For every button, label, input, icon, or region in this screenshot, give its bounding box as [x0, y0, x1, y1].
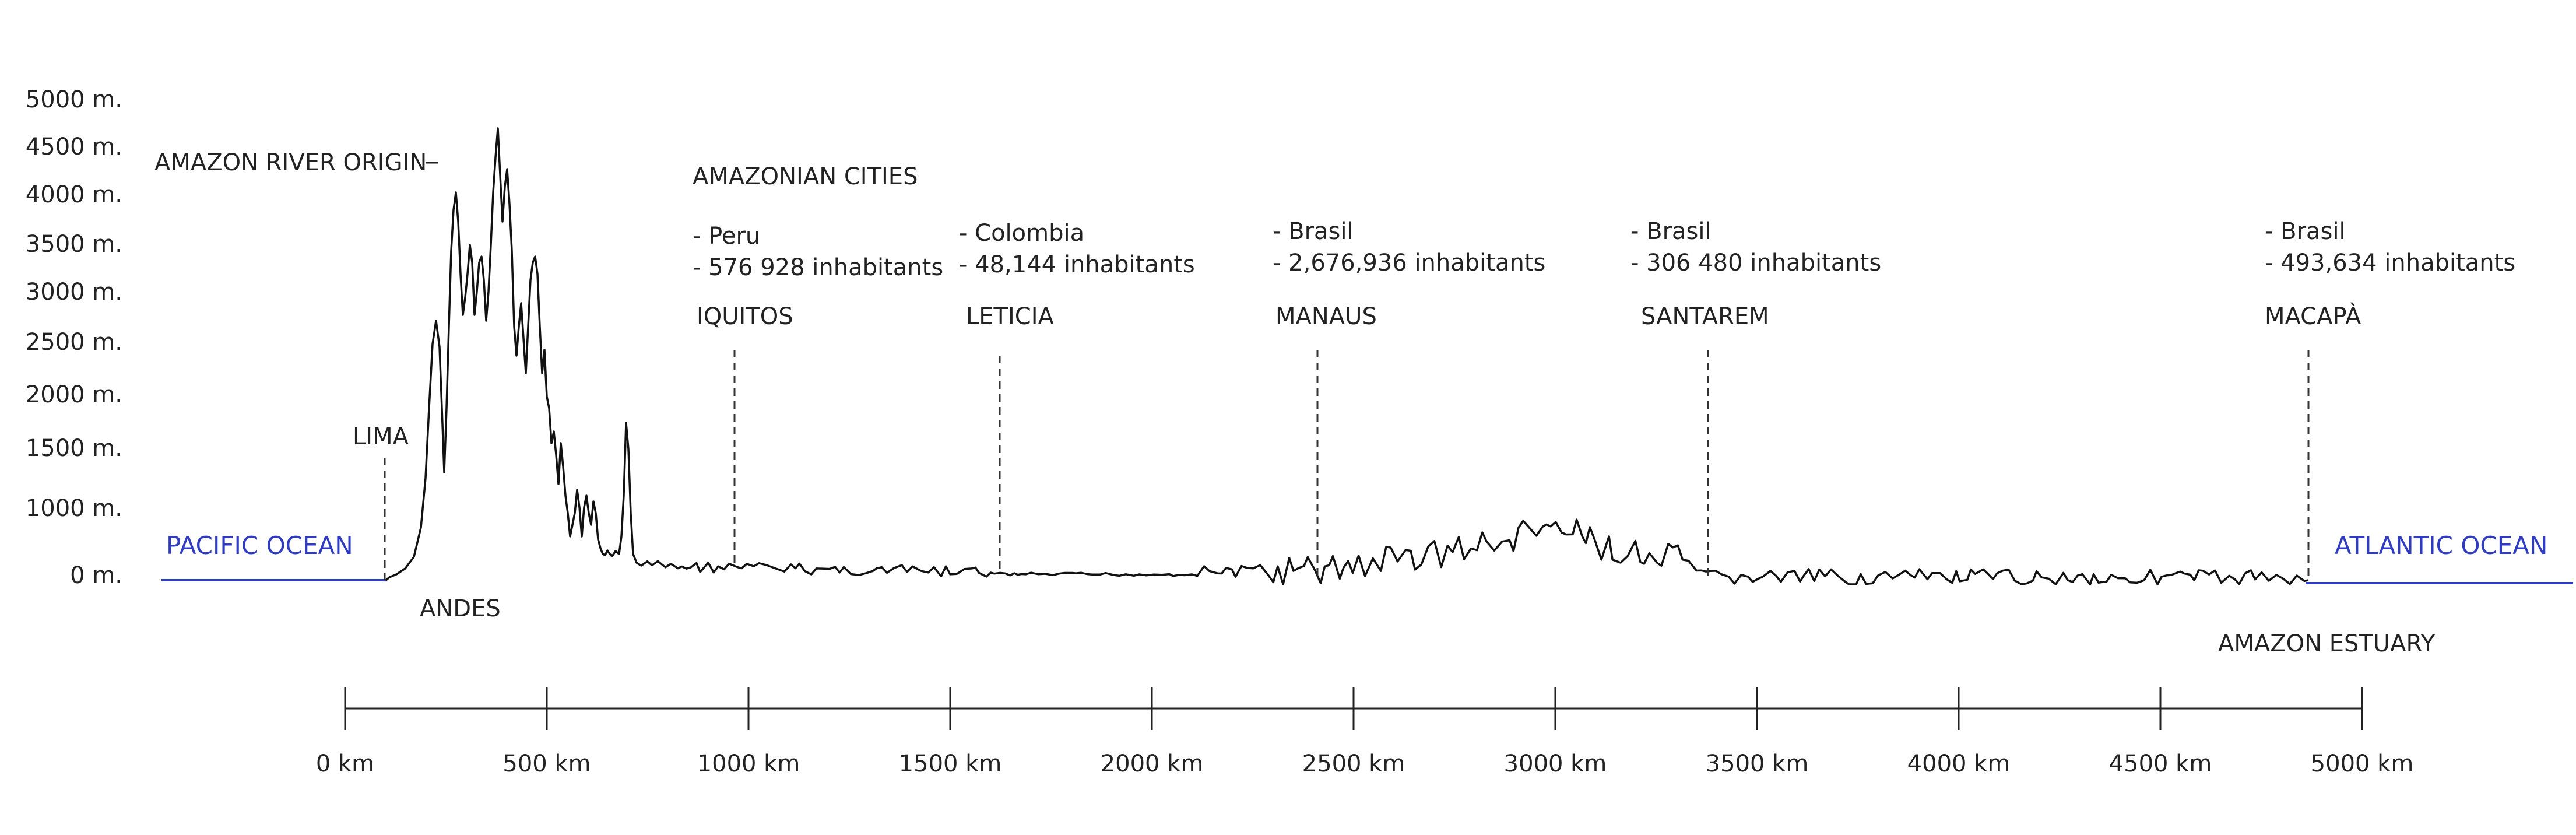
city-population: - 576 928 inhabitants	[693, 254, 943, 281]
city-country: - Brasil	[1273, 218, 1354, 245]
distance-tick-label: 4500 km	[2109, 750, 2212, 777]
distance-tick-label: 500 km	[502, 750, 591, 777]
city-population: - 48,144 inhabitants	[959, 251, 1195, 278]
city-name: MANAUS	[1275, 303, 1377, 330]
city-macapa: - Brasil - 493,634 inhabitants MACAPÀ	[2265, 218, 2515, 330]
distance-tick-label: 3000 km	[1504, 750, 1607, 777]
distance-tick-label: 3500 km	[1706, 750, 1809, 777]
amazonian-cities-heading: AMAZONIAN CITIES	[693, 163, 918, 190]
elevation-tick-0: 0 m.	[70, 562, 122, 589]
elevation-tick-2500: 2500 m.	[26, 329, 122, 356]
city-name: LETICIA	[966, 303, 1055, 330]
city-name: SANTAREM	[1641, 303, 1769, 330]
elevation-tick-3000: 3000 m.	[26, 279, 122, 306]
city-leticia: - Colombia - 48,144 inhabitants LETICIA	[959, 220, 1195, 330]
pacific-ocean-label: PACIFIC OCEAN	[166, 531, 353, 560]
city-population: - 493,634 inhabitants	[2265, 250, 2515, 276]
city-manaus: - Brasil - 2,676,936 inhabitants MANAUS	[1273, 218, 1545, 330]
city-country: - Peru	[693, 223, 760, 250]
distance-tick-label: 2000 km	[1101, 750, 1204, 777]
city-santarem: - Brasil - 306 480 inhabitants SANTAREM	[1630, 218, 1881, 330]
city-markers	[384, 350, 2310, 580]
amazon-origin-label: AMAZON RIVER ORIGIN	[154, 149, 427, 176]
city-country: - Brasil	[1630, 218, 1712, 245]
elevation-tick-2000: 2000 m.	[26, 381, 122, 408]
city-name: MACAPÀ	[2265, 302, 2361, 330]
elevation-tick-1500: 1500 m.	[26, 435, 122, 462]
lima-label: LIMA	[353, 423, 409, 450]
city-iquitos: - Peru - 576 928 inhabitants IQUITOS	[693, 223, 943, 330]
distance-tick-label: 1500 km	[899, 750, 1002, 777]
city-population: - 2,676,936 inhabitants	[1273, 250, 1545, 276]
city-name: IQUITOS	[697, 303, 793, 330]
elevation-tick-3500: 3500 m.	[26, 231, 122, 258]
city-population: - 306 480 inhabitants	[1630, 250, 1881, 276]
elevation-tick-5000: 5000 m.	[26, 86, 122, 113]
andes-label: ANDES	[420, 595, 501, 622]
distance-scale: 0 km 500 km 1000 km 1500 km 2000 km 2500 km 30…	[316, 687, 2413, 777]
atlantic-ocean-label: ATLANTIC OCEAN	[2335, 531, 2547, 560]
distance-tick-label: 0 km	[316, 750, 374, 777]
elevation-tick-1000: 1000 m.	[26, 495, 122, 522]
distance-tick-label: 2500 km	[1302, 750, 1405, 777]
terrain-profile-line	[385, 127, 2309, 585]
city-country: - Brasil	[2265, 218, 2346, 245]
amazon-estuary-label: AMAZON ESTUARY	[2218, 630, 2436, 657]
elevation-tick-4500: 4500 m.	[26, 134, 122, 160]
elevation-tick-4000: 4000 m.	[26, 181, 122, 208]
city-country: - Colombia	[959, 220, 1084, 247]
distance-tick-label: 4000 km	[1907, 750, 2011, 777]
distance-tick-label: 1000 km	[697, 750, 800, 777]
elevation-axis: 5000 m. 4500 m. 4000 m. 3500 m. 3000 m. …	[26, 86, 122, 589]
distance-tick-label: 5000 km	[2311, 750, 2414, 777]
